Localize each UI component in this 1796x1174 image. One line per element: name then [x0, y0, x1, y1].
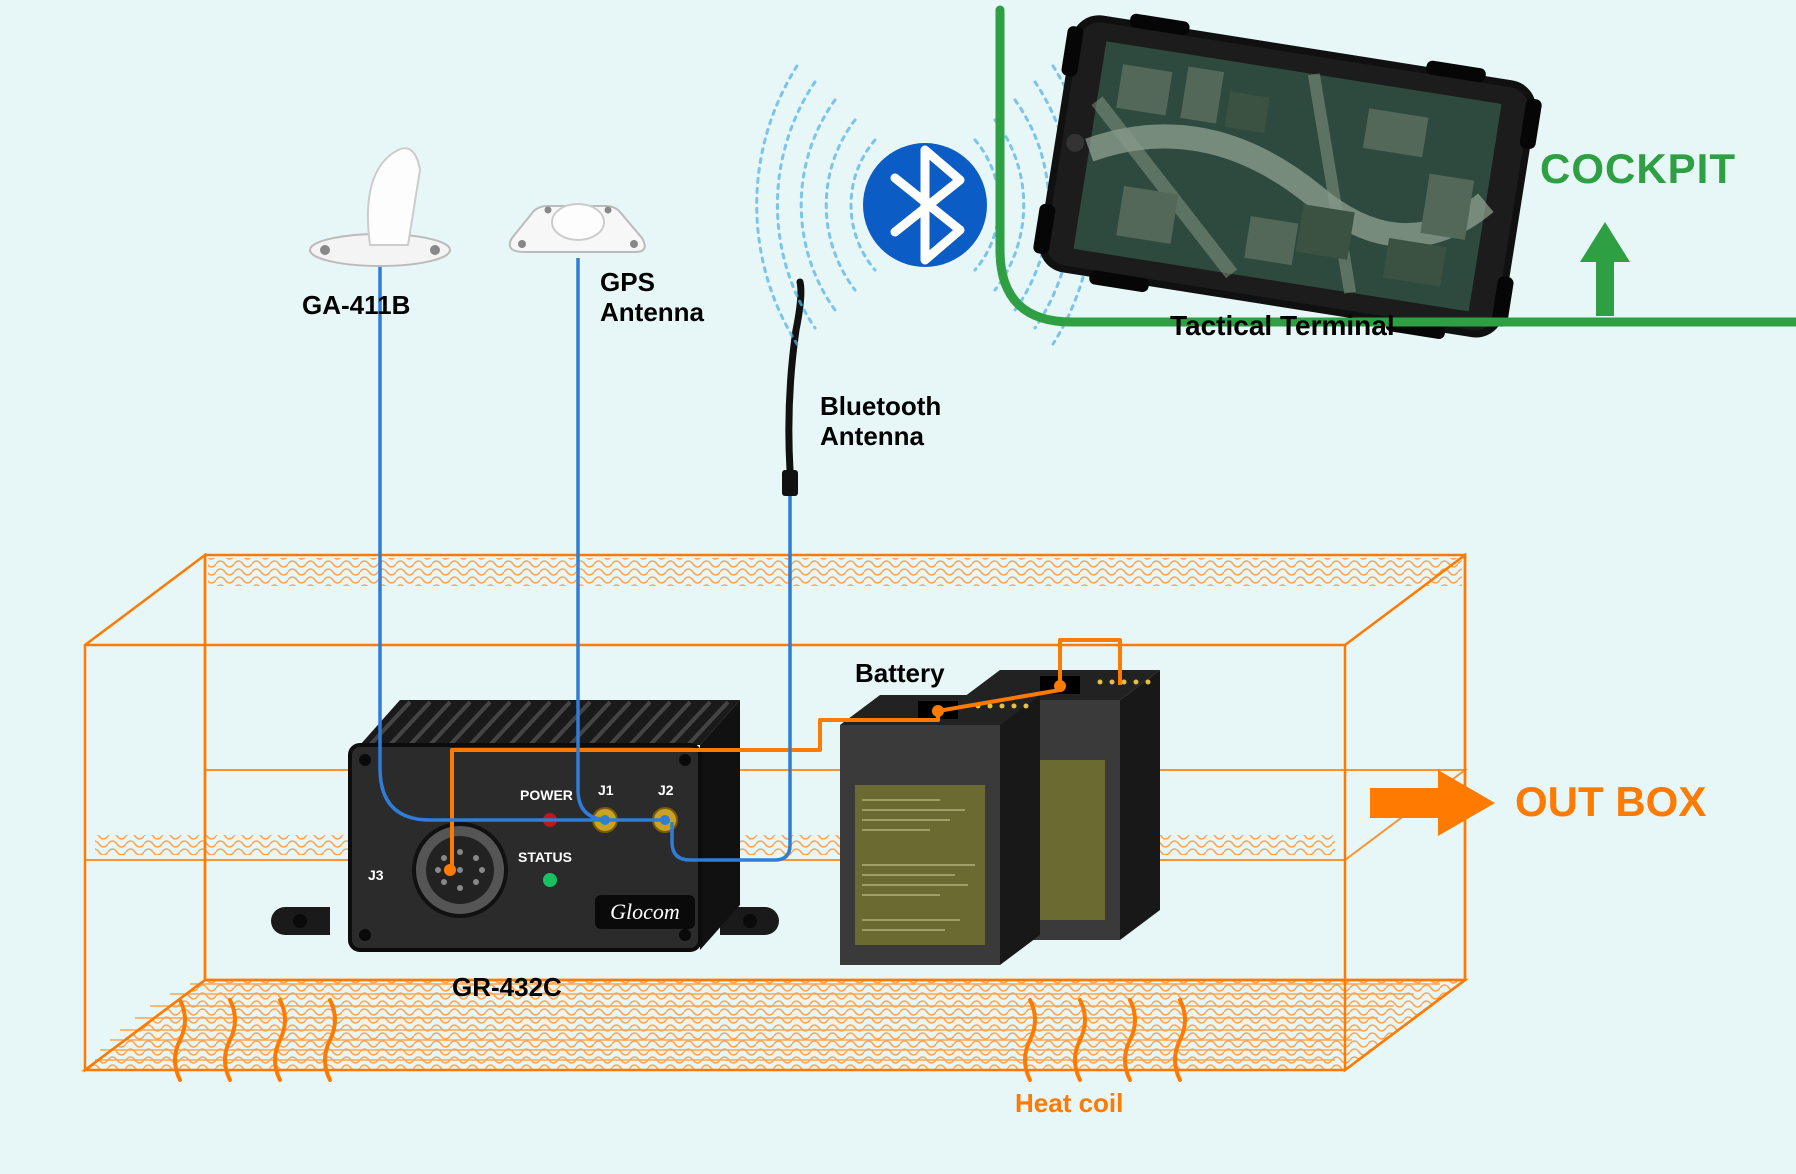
mil-connector: [414, 824, 506, 916]
bluetooth-icon: [863, 143, 987, 267]
label-bluetooth-antenna: Bluetooth Antenna: [820, 392, 941, 452]
label-cockpit: COCKPIT: [1540, 145, 1736, 193]
label-out-box: OUT BOX: [1515, 778, 1706, 826]
brand-text: Glocom: [610, 899, 680, 924]
batteries: [840, 670, 1160, 965]
battery-1: [840, 695, 1040, 965]
diagram-svg: Glocom POWER STATUS J1 J2 J3: [0, 0, 1796, 1174]
back-wall-coils: [208, 558, 1462, 586]
heatsink: [360, 700, 740, 745]
label-j3: J3: [368, 867, 384, 883]
label-j2: J2: [658, 782, 674, 798]
label-gr432c: GR-432C: [452, 972, 562, 1003]
label-heat-coil: Heat coil: [1015, 1088, 1123, 1119]
label-status: STATUS: [518, 849, 572, 865]
label-ga411b: GA-411B: [302, 290, 410, 321]
label-battery: Battery: [855, 658, 945, 689]
diagram-canvas: Glocom POWER STATUS J1 J2 J3: [0, 0, 1796, 1174]
label-j1: J1: [598, 782, 614, 798]
label-gps-antenna: GPS Antenna: [600, 268, 704, 328]
label-tactical-terminal: Tactical Terminal: [1170, 310, 1395, 342]
label-power: POWER: [520, 787, 573, 803]
